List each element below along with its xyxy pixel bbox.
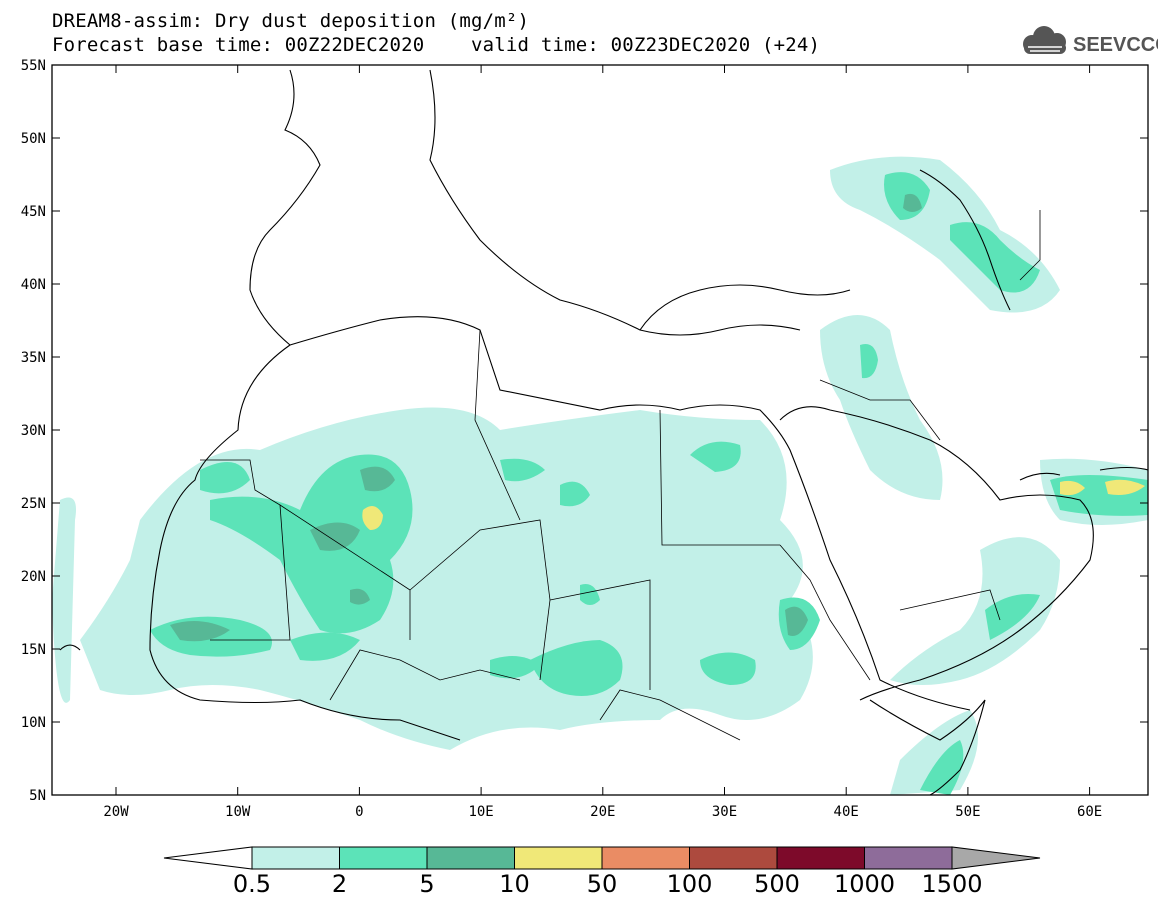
lat-tick-label: 20N (21, 569, 46, 585)
lat-tick-label: 10N (21, 715, 46, 731)
lat-tick-label: 50N (21, 131, 46, 147)
lat-tick-label: 45N (21, 204, 46, 220)
coastlines (59, 69, 1148, 795)
colorbar-label: 2 (332, 870, 347, 898)
lat-tick-label: 25N (21, 496, 46, 512)
lon-tick-label: 30E (712, 804, 737, 820)
colorbar-label: 1000 (834, 870, 895, 898)
colorbar-bin (689, 846, 778, 870)
lon-tick-label: 40E (834, 804, 859, 820)
colorbar-bin (601, 846, 690, 870)
colorbar-label: 100 (667, 870, 713, 898)
colorbar-label: 10 (499, 870, 530, 898)
country-borders (200, 210, 1041, 741)
colorbar-bin (339, 846, 428, 870)
colorbar: 0.5 2 5 10 50 100 500 1000 1500 (163, 846, 1041, 898)
lon-tick-label: 20W (103, 804, 129, 820)
colorbar-over-triangle (951, 846, 1041, 870)
deposition-contour-high (170, 193, 922, 642)
seevccc-logo: SEEVCCC (1018, 24, 1165, 58)
lon-tick-label: 10W (225, 804, 251, 820)
lat-tick-label: 15N (21, 642, 46, 658)
colorbar-label: 50 (587, 870, 618, 898)
latitude-axis: 55N 50N 45N 40N 35N 30N 25N 20N 15N 10N 5N (21, 58, 1148, 804)
forecast-time-line: Forecast base time: 00Z22DEC2020 valid t… (52, 34, 821, 56)
deposition-contour-mid (150, 172, 1148, 795)
lat-tick-label: 40N (21, 277, 46, 293)
lon-tick-label: 10E (468, 804, 493, 820)
colorbar-bin (514, 846, 603, 870)
map-title: DREAM8-assim: Dry dust deposition (mg/m²… (52, 10, 530, 32)
colorbar-under-triangle (163, 846, 253, 870)
lat-tick-label: 5N (29, 788, 46, 804)
lon-tick-label: 0 (355, 804, 363, 820)
colorbar-bin (776, 846, 865, 870)
lon-tick-label: 60E (1077, 804, 1102, 820)
dust-deposition-map: 55N 50N 45N 40N 35N 30N 25N 20N 15N 10N 5N 20W 10W 0… (21, 58, 1149, 820)
colorbar-bin (864, 846, 953, 870)
colorbar-label: 500 (754, 870, 800, 898)
colorbar-label: 0.5 (233, 870, 271, 898)
deposition-contour-peak (362, 479, 1145, 530)
lon-tick-label: 20E (590, 804, 615, 820)
colorbar-label: 5 (419, 870, 434, 898)
lat-tick-label: 30N (21, 423, 46, 439)
colorbar-bin (251, 846, 340, 870)
logo-text: SEEVCCC (1073, 34, 1158, 56)
colorbar-label: 1500 (921, 870, 982, 898)
lat-tick-label: 55N (21, 58, 46, 74)
lon-tick-label: 50E (955, 804, 980, 820)
lat-tick-label: 35N (21, 350, 46, 366)
longitude-axis: 20W 10W 0 10E 20E 30E 40E 50E 60E (103, 65, 1102, 820)
colorbar-bin (426, 846, 515, 870)
